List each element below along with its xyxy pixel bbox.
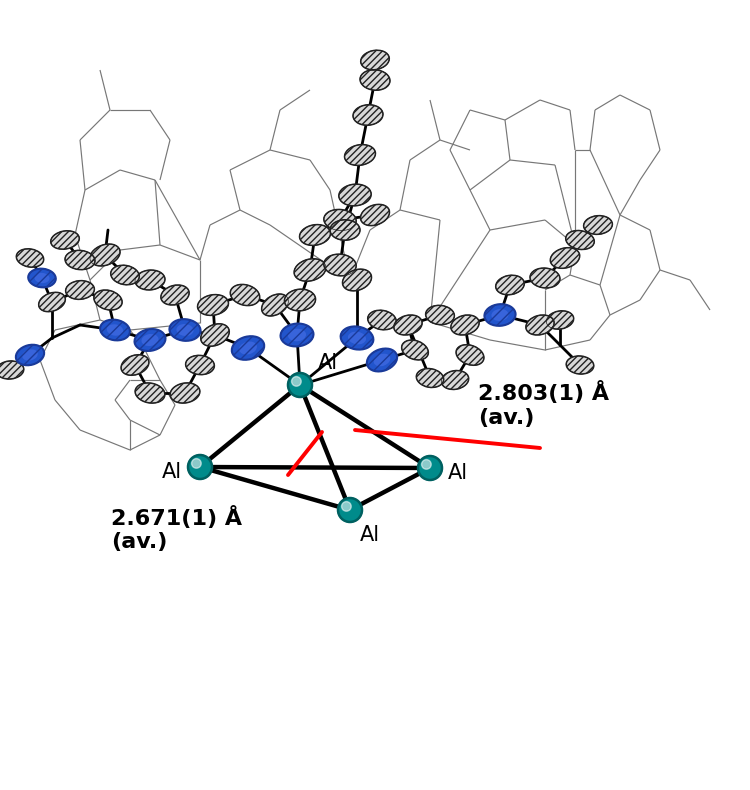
Circle shape (191, 459, 201, 468)
Ellipse shape (170, 383, 200, 403)
Ellipse shape (530, 268, 560, 288)
Ellipse shape (142, 334, 158, 346)
Ellipse shape (65, 250, 95, 269)
Ellipse shape (526, 315, 554, 335)
Ellipse shape (343, 269, 371, 291)
Ellipse shape (367, 348, 397, 371)
Ellipse shape (28, 269, 56, 288)
Ellipse shape (201, 324, 229, 346)
Ellipse shape (106, 324, 123, 336)
Ellipse shape (94, 290, 122, 310)
Ellipse shape (550, 248, 580, 269)
Ellipse shape (374, 354, 390, 367)
Ellipse shape (491, 309, 508, 321)
Circle shape (341, 502, 351, 511)
Ellipse shape (348, 332, 366, 344)
Ellipse shape (451, 315, 479, 335)
Ellipse shape (0, 361, 24, 379)
Ellipse shape (121, 355, 149, 375)
Ellipse shape (368, 310, 396, 329)
Ellipse shape (186, 356, 214, 374)
Ellipse shape (111, 265, 140, 284)
Ellipse shape (426, 306, 454, 325)
Ellipse shape (299, 224, 331, 246)
Ellipse shape (16, 249, 44, 267)
Ellipse shape (262, 294, 288, 316)
Ellipse shape (22, 349, 38, 361)
Ellipse shape (394, 315, 422, 335)
Ellipse shape (294, 259, 326, 281)
Ellipse shape (484, 304, 515, 325)
Ellipse shape (232, 337, 264, 359)
Ellipse shape (324, 209, 356, 231)
Circle shape (422, 460, 431, 469)
Ellipse shape (176, 324, 194, 336)
Ellipse shape (324, 254, 356, 276)
Ellipse shape (361, 51, 389, 70)
Ellipse shape (135, 270, 165, 290)
Circle shape (288, 373, 312, 397)
Text: Al: Al (162, 462, 182, 482)
Ellipse shape (51, 231, 80, 249)
Ellipse shape (402, 340, 428, 360)
Ellipse shape (288, 329, 306, 341)
Ellipse shape (360, 70, 390, 90)
Circle shape (292, 377, 302, 386)
Text: 2.803(1) Å
(av.): 2.803(1) Å (av.) (478, 382, 610, 427)
Ellipse shape (441, 371, 469, 389)
Ellipse shape (239, 341, 257, 355)
Circle shape (188, 455, 212, 479)
Ellipse shape (456, 344, 484, 365)
Circle shape (338, 498, 362, 522)
Text: Al: Al (448, 463, 468, 483)
Ellipse shape (496, 275, 524, 295)
Ellipse shape (66, 280, 94, 299)
Ellipse shape (230, 284, 260, 306)
Ellipse shape (566, 231, 594, 250)
Ellipse shape (344, 145, 376, 165)
Ellipse shape (584, 216, 612, 235)
Ellipse shape (39, 292, 65, 312)
Text: Al: Al (360, 525, 380, 545)
Ellipse shape (134, 329, 166, 351)
Ellipse shape (361, 205, 389, 226)
Text: Al: Al (318, 353, 338, 373)
Ellipse shape (416, 368, 444, 387)
Ellipse shape (135, 383, 165, 403)
Ellipse shape (100, 320, 130, 340)
Ellipse shape (284, 289, 316, 310)
Ellipse shape (280, 324, 314, 347)
Ellipse shape (16, 344, 44, 365)
Ellipse shape (34, 273, 50, 283)
Ellipse shape (160, 285, 189, 305)
Ellipse shape (546, 310, 574, 329)
Ellipse shape (566, 356, 594, 374)
Ellipse shape (340, 326, 374, 350)
Ellipse shape (197, 295, 229, 315)
Circle shape (418, 456, 442, 480)
Ellipse shape (330, 220, 360, 240)
Ellipse shape (90, 244, 120, 266)
Text: 2.671(1) Å
(av.): 2.671(1) Å (av.) (111, 506, 242, 552)
Ellipse shape (339, 184, 371, 206)
Ellipse shape (170, 319, 200, 340)
Ellipse shape (353, 105, 383, 126)
